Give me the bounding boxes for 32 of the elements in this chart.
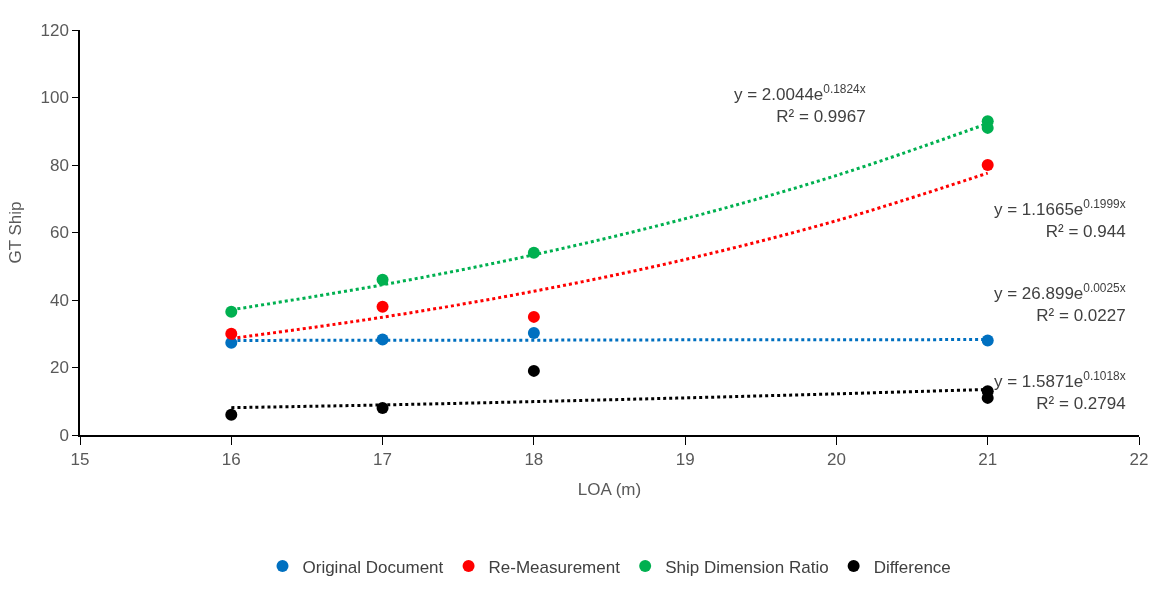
x-tick-label: 15 <box>70 450 90 470</box>
annotation: y = 26.899e$^{0.0025x}$ R² = 0.0227 <box>994 281 1126 326</box>
x-tick-label: 17 <box>373 450 393 470</box>
y-tick-label: 20 <box>49 358 69 378</box>
x-tick-label: 22 <box>1129 450 1149 470</box>
legend-label: Re-Measurement <box>488 557 621 577</box>
point <box>527 327 540 340</box>
x-tick-label: 21 <box>978 450 998 470</box>
annotation: y = 1.1665e$^{0.1999x}$ R² = 0.944 <box>994 197 1126 242</box>
y-tick-label: 120 <box>40 20 69 40</box>
y-tick-label: 60 <box>49 223 69 243</box>
x-tick-label: 20 <box>826 450 846 470</box>
y-tick-label: 0 <box>59 425 69 445</box>
y-axis-title: GT Ship <box>5 201 25 264</box>
point <box>527 364 540 377</box>
point <box>376 300 389 313</box>
y-tick-label: 100 <box>40 88 69 108</box>
point <box>981 159 994 171</box>
x-tick-label: 19 <box>675 450 695 470</box>
legend-label: Difference <box>873 557 951 577</box>
annotation: y = 2.0044e$^{0.1824x}$ R² = 0.9967 <box>734 82 866 127</box>
point <box>527 310 540 323</box>
x-tick-label: 16 <box>221 450 241 470</box>
point <box>225 408 238 421</box>
annotation: y = 1.5871e$^{0.1018x}$ R² = 0.2794 <box>994 369 1126 414</box>
legend-label: Ship Dimension Ratio <box>665 557 829 577</box>
x-axis-title: LOA (m) <box>577 480 642 500</box>
y-tick-label: 40 <box>49 290 69 310</box>
x-tick-label: 18 <box>524 450 544 470</box>
legend-label: Original Document <box>302 557 444 577</box>
point <box>225 327 238 340</box>
y-tick-label: 80 <box>49 155 69 175</box>
